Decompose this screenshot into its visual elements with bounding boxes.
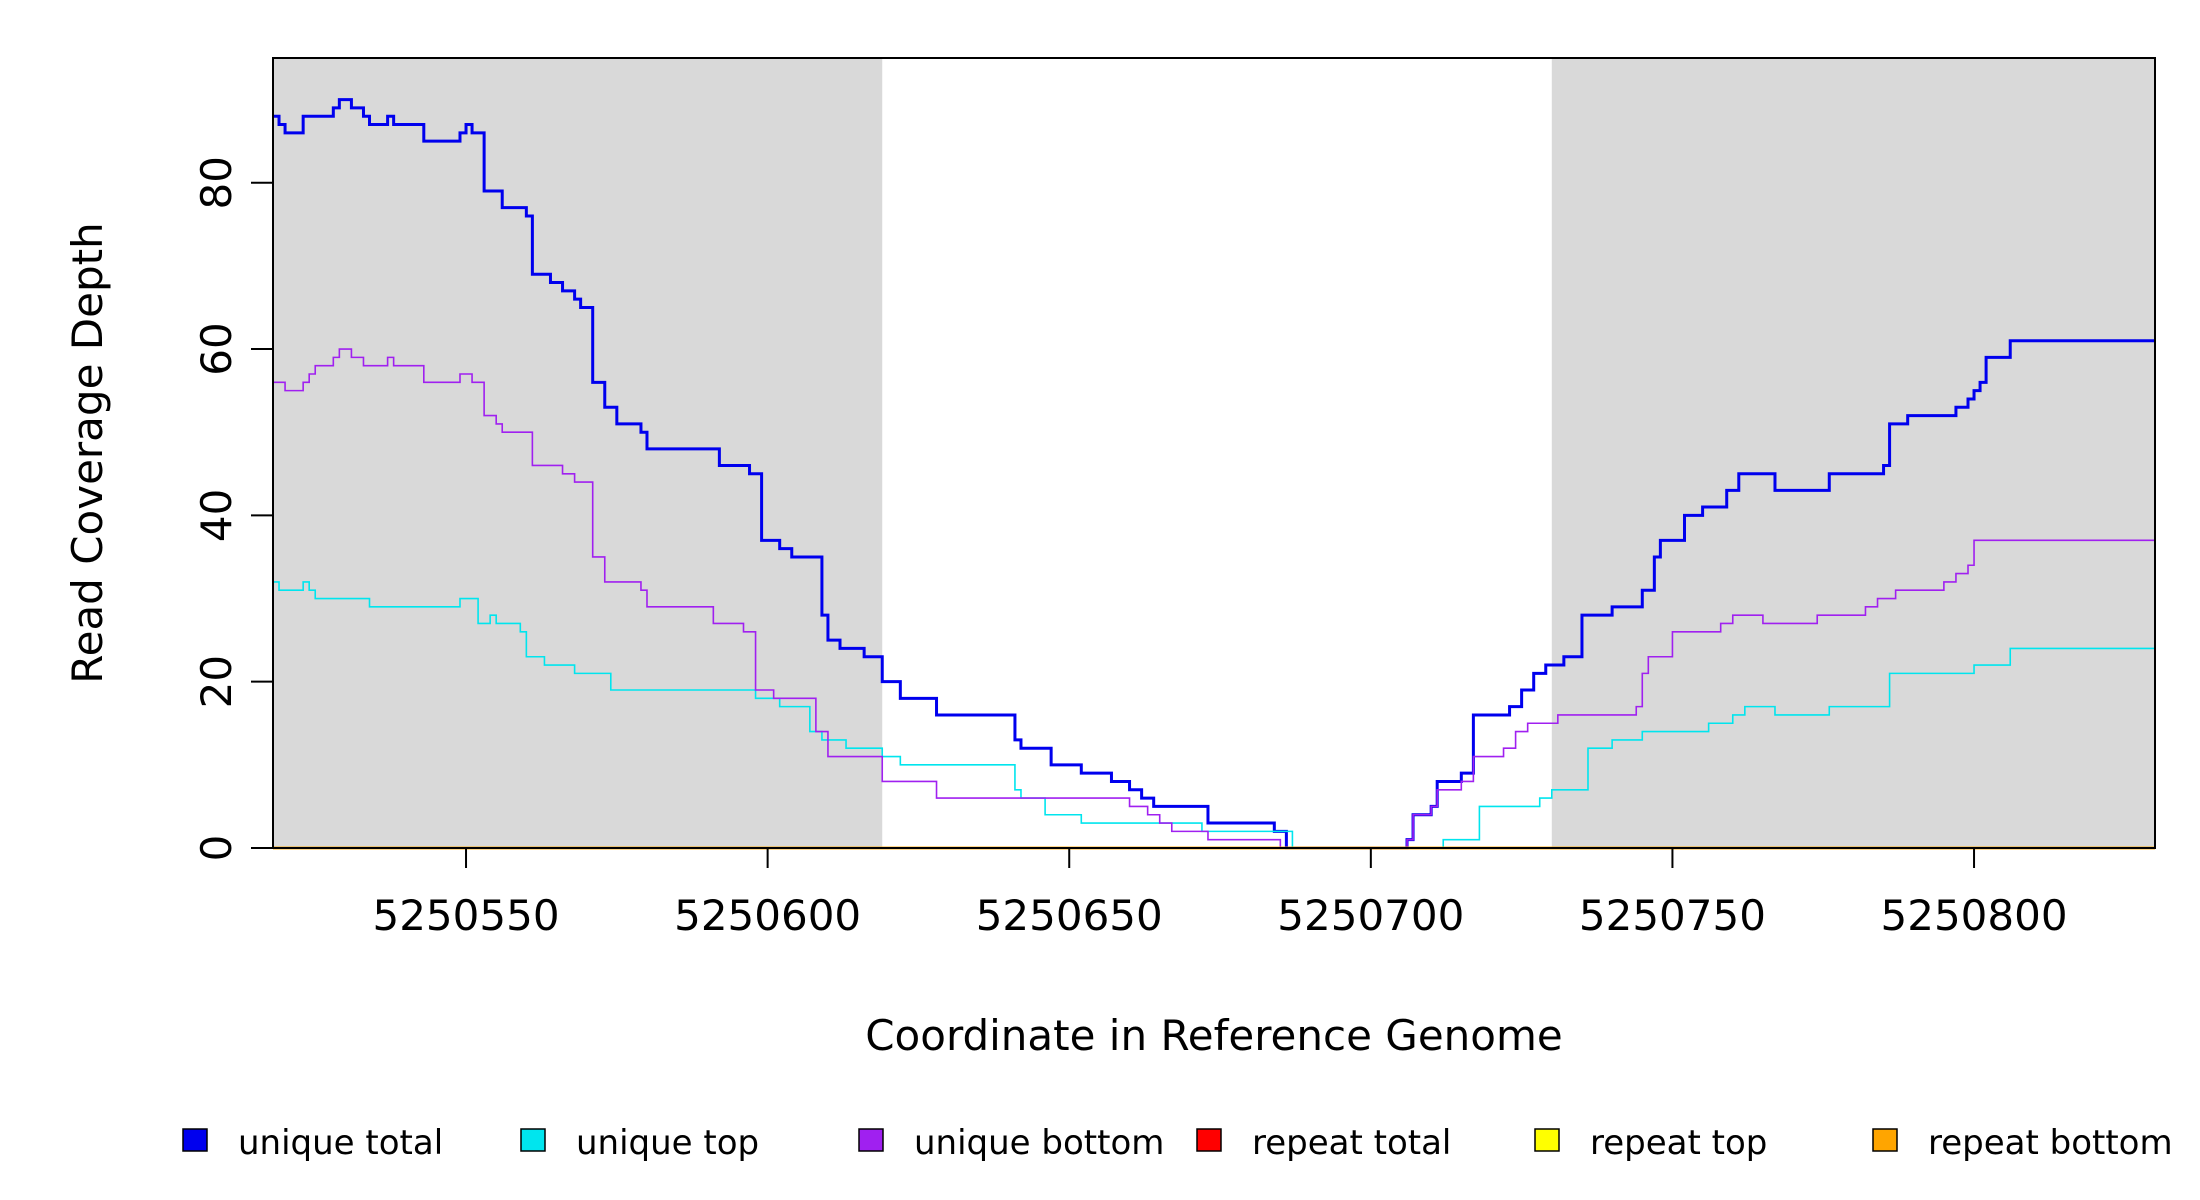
legend-label: repeat top — [1590, 1123, 1767, 1163]
y-tick-label: 0 — [192, 835, 241, 862]
legend-label: unique top — [576, 1123, 759, 1163]
legend-swatch — [1196, 1128, 1222, 1152]
legend-item-unique-bottom: unique bottom — [858, 1123, 1164, 1163]
series-line-unique-top — [273, 581, 2155, 849]
legend-label: unique total — [238, 1123, 443, 1163]
y-tick-label: 60 — [192, 322, 241, 375]
legend-label: repeat total — [1252, 1123, 1451, 1163]
shaded-regions — [273, 58, 2155, 848]
legend-item-unique-total: unique total — [182, 1123, 443, 1163]
x-tick-label: 5250650 — [976, 891, 1163, 940]
y-tick-label: 40 — [192, 489, 241, 542]
x-tick-label: 5250600 — [674, 891, 861, 940]
legend-swatch — [858, 1128, 884, 1152]
legend-item-unique-top: unique top — [520, 1123, 759, 1163]
x-tick-label: 5250700 — [1277, 891, 1464, 940]
legend-swatch — [1872, 1128, 1898, 1152]
x-tick-label: 5250750 — [1579, 891, 1766, 940]
legend-item-repeat-bottom: repeat bottom — [1872, 1123, 2173, 1163]
x-tick-label: 5250550 — [372, 891, 559, 940]
x-tick-label: 5250800 — [1881, 891, 2068, 940]
plot-frame — [272, 57, 2156, 849]
shaded-region-1 — [273, 58, 883, 848]
legend-swatch — [520, 1128, 546, 1152]
series-line-unique-bottom — [273, 348, 2155, 849]
shaded-region-2 — [1551, 58, 2155, 848]
y-axis-title: Read Coverage Depth — [63, 222, 112, 683]
series-line-unique-total — [273, 98, 2155, 850]
legend: unique total unique top unique bottom repea… — [182, 1123, 2173, 1163]
y-axis: 0 20 40 60 80 — [192, 156, 273, 861]
y-tick-label: 80 — [192, 156, 241, 209]
legend-swatch — [1534, 1128, 1560, 1152]
legend-item-repeat-top: repeat top — [1534, 1123, 1767, 1163]
legend-item-repeat-total: repeat total — [1196, 1123, 1451, 1163]
x-axis: 5250550 5250600 5250650 5250700 5250750 52508… — [372, 848, 2068, 940]
legend-label: unique bottom — [914, 1123, 1164, 1163]
legend-label: repeat bottom — [1928, 1123, 2173, 1163]
x-axis-title: Coordinate in Reference Genome — [865, 1011, 1563, 1060]
legend-swatch — [182, 1128, 208, 1152]
y-tick-label: 20 — [192, 655, 241, 708]
